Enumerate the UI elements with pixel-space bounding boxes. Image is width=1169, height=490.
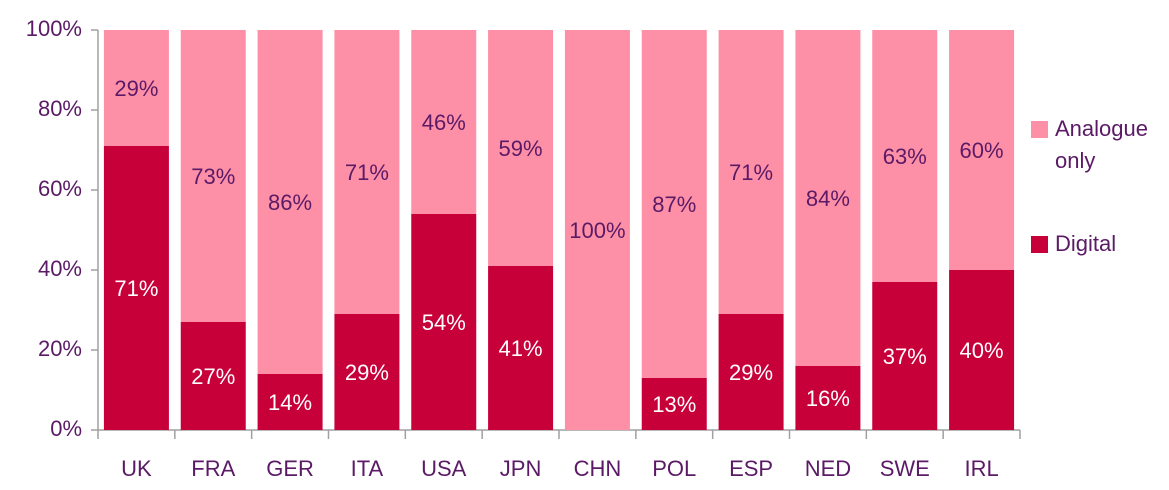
bar-segment: [641, 378, 707, 430]
data-label: 84%: [806, 186, 850, 211]
bar-segment: [180, 322, 246, 430]
data-label: 71%: [345, 160, 389, 185]
data-label: 13%: [652, 392, 696, 417]
bar-segment: [334, 314, 400, 430]
data-label: 40%: [960, 338, 1004, 363]
x-tick-label: ITA: [351, 456, 384, 481]
y-tick-label: 80%: [38, 96, 82, 121]
x-tick-label: IRL: [964, 456, 998, 481]
bar-segment: [795, 366, 861, 430]
bar-segment: [488, 30, 554, 266]
bar-segment: [718, 314, 784, 430]
data-label: 14%: [268, 390, 312, 415]
bar-segment: [718, 30, 784, 314]
legend-swatch: [1031, 236, 1048, 253]
bar-segment: [949, 270, 1015, 430]
bar-segment: [488, 266, 554, 430]
legend-label: Analogue only: [1055, 116, 1148, 173]
bar-segment: [872, 30, 938, 282]
data-label: 37%: [883, 344, 927, 369]
legend-swatch: [1031, 121, 1048, 138]
x-tick-label: POL: [652, 456, 696, 481]
x-tick-label: ESP: [729, 456, 773, 481]
data-label: 29%: [729, 360, 773, 385]
bar-segment: [411, 214, 477, 430]
x-tick-label: FRA: [191, 456, 235, 481]
data-label: 71%: [729, 160, 773, 185]
x-tick-label: UK: [121, 456, 152, 481]
x-tick-label: NED: [805, 456, 851, 481]
y-tick-label: 100%: [26, 16, 82, 41]
y-tick-label: 20%: [38, 336, 82, 361]
y-tick-label: 60%: [38, 176, 82, 201]
data-label: 59%: [499, 136, 543, 161]
bar-segment: [334, 30, 400, 314]
data-label: 54%: [422, 310, 466, 335]
data-label: 29%: [345, 360, 389, 385]
x-tick-label: GER: [266, 456, 314, 481]
bar-segment: [103, 30, 169, 146]
data-label: 27%: [191, 364, 235, 389]
bar-segment: [872, 282, 938, 430]
bar-segment: [641, 30, 707, 378]
bar-segment: [949, 30, 1015, 270]
bar-segment: [795, 30, 861, 366]
bar-segment: [180, 30, 246, 322]
data-label: 41%: [499, 336, 543, 361]
bar-segment: [411, 30, 477, 214]
bar-segment: [103, 146, 169, 430]
data-label: 87%: [652, 192, 696, 217]
bar-segment: [257, 374, 323, 430]
data-label: 46%: [422, 110, 466, 135]
bar-segment: [257, 30, 323, 374]
data-label: 73%: [191, 164, 235, 189]
y-tick-label: 0%: [50, 416, 82, 441]
y-tick-label: 40%: [38, 256, 82, 281]
x-tick-label: CHN: [574, 456, 622, 481]
legend-label: Digital: [1055, 231, 1117, 256]
data-label: 100%: [569, 218, 625, 243]
bar-segment: [564, 30, 630, 430]
data-label: 16%: [806, 386, 850, 411]
data-label: 86%: [268, 190, 312, 215]
x-tick-label: JPN: [500, 456, 542, 481]
x-tick-label: SWE: [880, 456, 930, 481]
x-tick-label: USA: [421, 456, 467, 481]
data-label: 63%: [883, 144, 927, 169]
data-label: 60%: [960, 138, 1004, 163]
data-label: 29%: [114, 76, 158, 101]
data-label: 71%: [114, 276, 158, 301]
